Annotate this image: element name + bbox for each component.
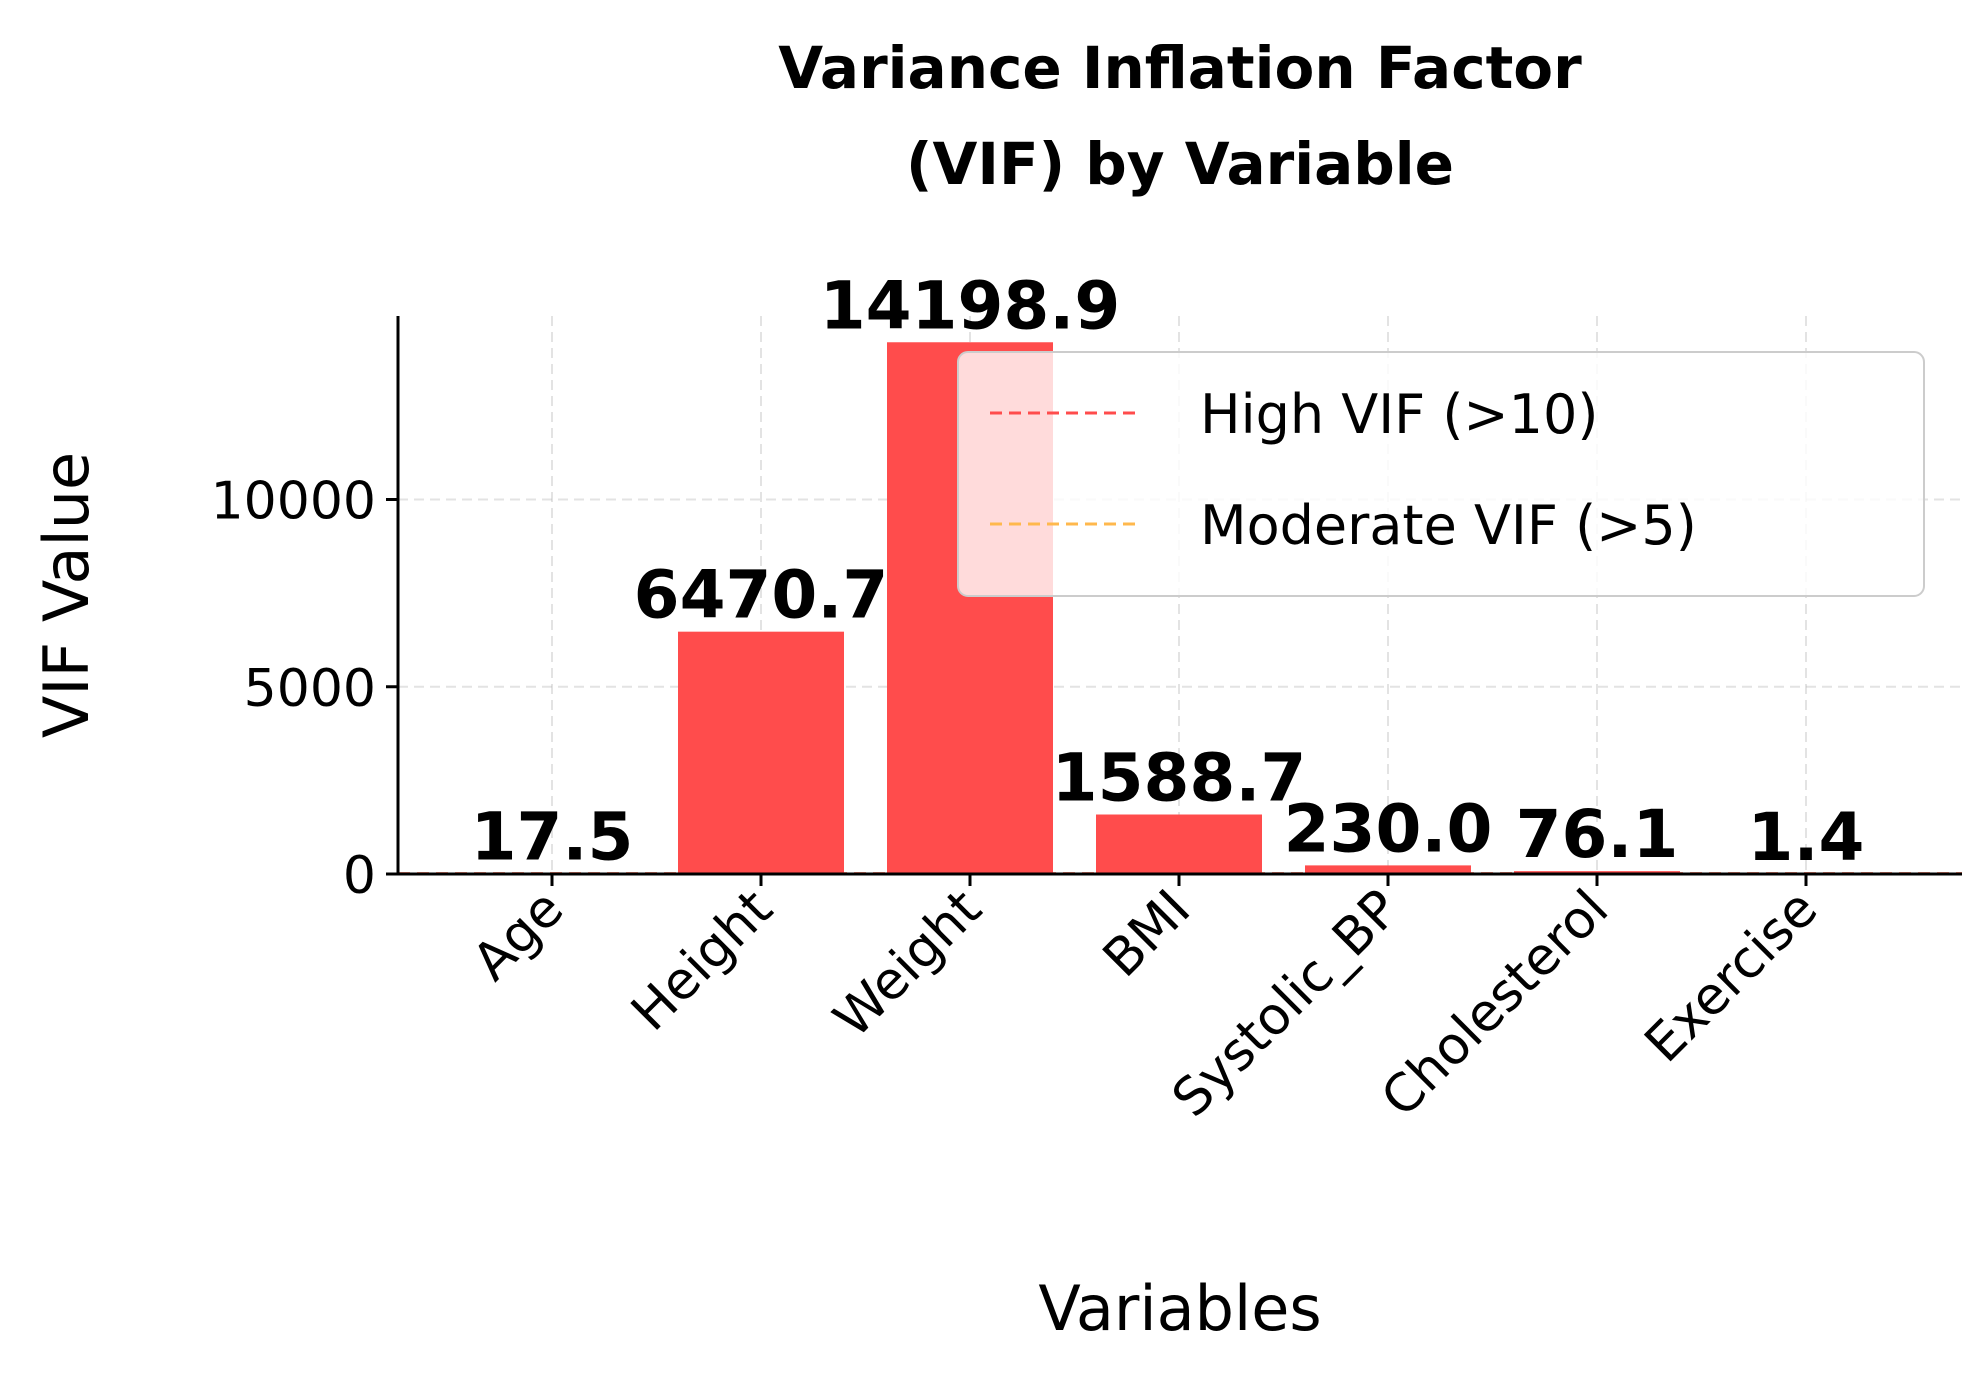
x-tick-label: BMI [1092, 879, 1202, 989]
bar-value-label: 230.0 [1284, 790, 1493, 867]
bar-value-label: 6470.7 [634, 557, 889, 634]
bar-value-label: 14198.9 [820, 267, 1121, 344]
y-tick-label: 0 [343, 846, 376, 906]
x-tick-label: Systolic_BP [1161, 879, 1411, 1129]
legend: High VIF (>10) Moderate VIF (>5) [957, 351, 1925, 597]
bar-height [678, 631, 844, 874]
x-tick-label: Height [620, 879, 784, 1043]
bar-value-label: 1.4 [1748, 799, 1865, 876]
chart-title-line-2: (VIF) by Variable [906, 130, 1454, 198]
bar-value-label: 1588.7 [1052, 740, 1307, 817]
bar-value-label: 17.5 [471, 798, 634, 875]
chart-title-line-1: Variance Inflation Factor [778, 34, 1582, 102]
legend-frame [957, 351, 1925, 597]
x-tick-label: Cholesterol [1370, 879, 1620, 1129]
y-tick-label: 10000 [211, 472, 376, 532]
bar-bmi [1096, 814, 1262, 874]
x-tick-label: Exercise [1634, 879, 1829, 1074]
legend-label-high-vif: High VIF (>10) [1200, 383, 1598, 446]
bar-systolic-bp [1305, 865, 1471, 874]
x-axis-label: Variables [1038, 1272, 1321, 1345]
y-tick-label: 5000 [244, 659, 376, 719]
x-tick-label: Age [462, 879, 576, 993]
y-axis-label: VIF Value [30, 452, 103, 738]
legend-label-moderate-vif: Moderate VIF (>5) [1200, 494, 1697, 557]
x-tick-label: Weight [823, 879, 994, 1050]
bar-value-label: 76.1 [1516, 796, 1679, 873]
